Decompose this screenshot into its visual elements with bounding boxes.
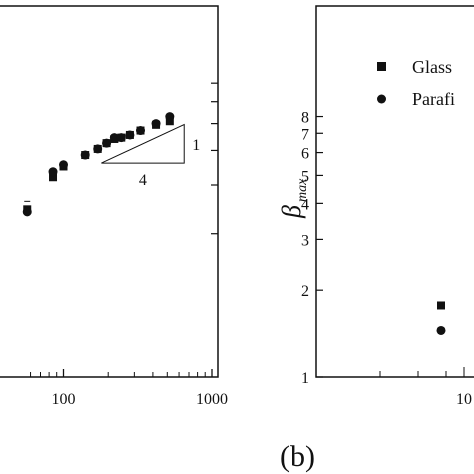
circle-marker [135,126,145,136]
y-tick-label: 8 [301,110,309,127]
panel-b-y-tick-labels: 1 2 3 4 5 6 78 [301,110,309,387]
circle-marker [125,130,135,140]
y-tick-label: 4 [301,196,309,213]
panel-b-label: (b) [280,440,315,473]
circle-marker [102,138,112,148]
x-tick-label: 100 [52,391,76,408]
panel-b-ylabel: β max [277,178,310,219]
y-tick-label: 3 [301,232,309,249]
panel-b-x-tick-label-fragment: 10 [456,391,472,408]
legend-entry: Parafi [412,89,455,109]
y-tick-label: 6 [301,146,309,163]
circle-marker [165,112,175,122]
x-tick-label: 1000 [196,391,228,408]
square-marker [49,173,58,182]
legend-circle-marker [377,94,386,104]
panel-a-x-tick-labels: 100 1000 [52,391,229,408]
legend: Glass Parafi [377,57,455,109]
square-marker [437,301,445,310]
circle-marker [436,325,446,335]
panel-b-marks [436,301,446,335]
square-marker [165,117,174,126]
ylabel-beta: β [277,205,306,219]
slope-triangle-shape [101,123,185,164]
legend-square-marker [377,62,386,71]
ylabel-subscript: max [295,178,310,202]
circle-marker [109,133,119,143]
legend-entry: Glass [412,57,452,77]
y-tick-label: 2 [301,283,309,300]
circle-marker [151,119,161,129]
circle-marker [80,150,90,160]
panel-b-ticks [316,115,465,378]
slope-triangle [101,123,185,164]
y-tick-label: 1 [301,370,309,387]
circle-marker [116,133,126,143]
panel-a-ticks [30,82,218,377]
panel-b-frame [315,5,474,378]
circle-marker [59,160,68,170]
panel-a: 4 1 100 1000 [0,5,229,408]
slope-rise-label: 1 [192,137,200,154]
slope-run-label: 4 [139,172,147,189]
circle-marker [48,167,58,177]
circle-marker [93,144,103,154]
y-tick-label: 7 [301,126,309,143]
panel-b: 1 2 3 4 5 6 78 Glass Parafi 10 β max (b) [277,5,474,473]
y-tick-label: 5 [301,168,309,185]
panel-a-marks [22,112,175,217]
panel-a-frame [0,5,219,378]
circle-marker [22,207,32,217]
